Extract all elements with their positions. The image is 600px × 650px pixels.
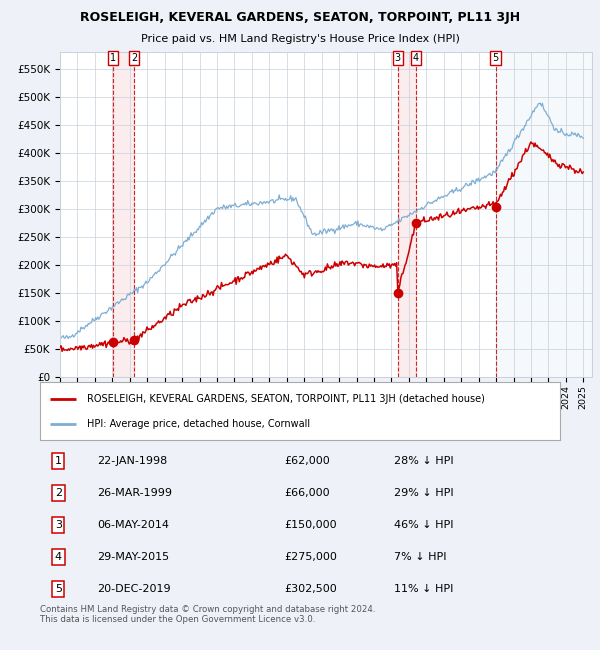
Text: ROSELEIGH, KEVERAL GARDENS, SEATON, TORPOINT, PL11 3JH: ROSELEIGH, KEVERAL GARDENS, SEATON, TORP… [80,11,520,24]
Text: 29% ↓ HPI: 29% ↓ HPI [394,488,453,498]
Text: 4: 4 [413,53,419,62]
Bar [496,52,592,377]
Text: Contains HM Land Registry data © Crown copyright and database right 2024.
This d: Contains HM Land Registry data © Crown c… [40,605,376,625]
Text: £302,500: £302,500 [284,584,337,594]
Text: 26-MAR-1999: 26-MAR-1999 [97,488,172,498]
Text: 29-MAY-2015: 29-MAY-2015 [97,552,169,562]
Text: 5: 5 [493,53,499,62]
Text: £66,000: £66,000 [284,488,330,498]
Bar [398,52,416,377]
Text: 2: 2 [131,53,137,62]
Text: 11% ↓ HPI: 11% ↓ HPI [394,584,453,594]
Text: 22-JAN-1998: 22-JAN-1998 [97,456,167,466]
Text: ROSELEIGH, KEVERAL GARDENS, SEATON, TORPOINT, PL11 3JH (detached house): ROSELEIGH, KEVERAL GARDENS, SEATON, TORP… [87,395,485,404]
Text: HPI: Average price, detached house, Cornwall: HPI: Average price, detached house, Corn… [87,419,310,429]
Text: 7% ↓ HPI: 7% ↓ HPI [394,552,446,562]
Text: £150,000: £150,000 [284,520,337,530]
Text: 4: 4 [55,552,62,562]
Text: 2: 2 [55,488,62,498]
Text: Price paid vs. HM Land Registry's House Price Index (HPI): Price paid vs. HM Land Registry's House … [140,34,460,44]
Text: 3: 3 [55,520,62,530]
Text: 5: 5 [55,584,62,594]
Text: 1: 1 [55,456,62,466]
Text: 20-DEC-2019: 20-DEC-2019 [97,584,171,594]
Text: 06-MAY-2014: 06-MAY-2014 [97,520,169,530]
Text: 28% ↓ HPI: 28% ↓ HPI [394,456,453,466]
Text: 46% ↓ HPI: 46% ↓ HPI [394,520,453,530]
Text: £62,000: £62,000 [284,456,330,466]
Text: 1: 1 [110,53,116,62]
Text: 3: 3 [394,53,401,62]
Bar [113,52,134,377]
Text: £275,000: £275,000 [284,552,337,562]
